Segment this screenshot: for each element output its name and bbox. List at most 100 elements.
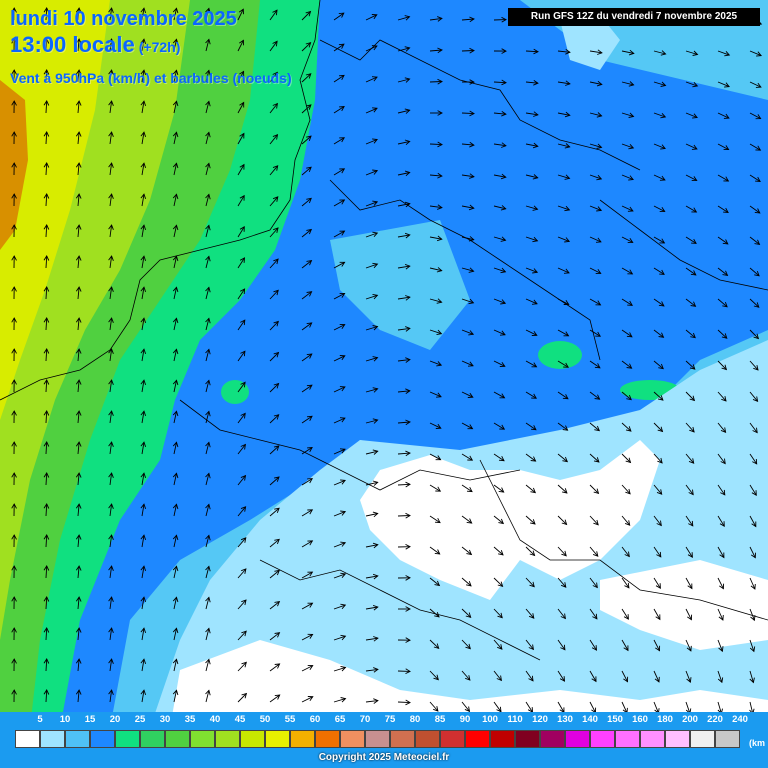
wind-barb-shaft bbox=[429, 143, 443, 146]
wind-barb-shaft bbox=[173, 628, 177, 641]
wind-barb-shaft bbox=[557, 205, 570, 211]
legend-swatch bbox=[90, 730, 115, 748]
wind-barb-head bbox=[437, 78, 443, 85]
wind-barb-shaft bbox=[749, 453, 758, 465]
wind-map[interactable]: lundi 10 novembre 2025 13:00 locale (+72h… bbox=[0, 0, 768, 728]
wind-barb-shaft bbox=[173, 132, 177, 145]
wind-barb-shaft bbox=[173, 8, 177, 21]
wind-barb-shaft bbox=[141, 566, 145, 579]
wind-barb-shaft bbox=[45, 100, 48, 114]
legend-label: 5 bbox=[37, 714, 43, 725]
wind-barb-shaft bbox=[173, 597, 177, 610]
wind-barb-head bbox=[140, 410, 147, 417]
wind-barb-head bbox=[305, 42, 312, 48]
wind-barb-head bbox=[561, 488, 568, 494]
wind-barb-head bbox=[754, 270, 760, 277]
legend-swatch bbox=[215, 730, 240, 748]
wind-barb-head bbox=[749, 677, 755, 684]
wind-barb-shaft bbox=[77, 225, 80, 238]
wind-barb-shaft bbox=[717, 484, 726, 496]
legend-label: 150 bbox=[607, 714, 623, 725]
wind-barb-head bbox=[108, 627, 114, 633]
wind-barb-head bbox=[689, 395, 696, 402]
wind-barb-shaft bbox=[557, 422, 568, 431]
wind-barb-shaft bbox=[397, 109, 410, 114]
map-subtitle: Vent à 950hPa (km/h) et barbules (noeuds… bbox=[10, 70, 292, 86]
wind-barb-head bbox=[11, 162, 17, 168]
wind-barb-shaft bbox=[141, 349, 145, 362]
wind-barb-shaft bbox=[749, 577, 756, 590]
wind-barb-shaft bbox=[685, 267, 697, 276]
legend-swatch bbox=[390, 730, 415, 748]
wind-barb-head bbox=[628, 81, 635, 87]
wind-barb-head bbox=[627, 269, 634, 275]
wind-barb-head bbox=[11, 596, 17, 602]
wind-barb-head bbox=[305, 10, 312, 17]
wind-barb-head bbox=[11, 565, 17, 571]
wind-barb-shaft bbox=[525, 205, 538, 210]
wind-barb-shaft bbox=[717, 236, 729, 245]
wind-barb-shaft bbox=[653, 391, 664, 401]
wind-barb-shaft bbox=[717, 174, 729, 182]
wind-barb-shaft bbox=[173, 442, 177, 455]
legend-swatch bbox=[640, 730, 665, 748]
wind-barb-shaft bbox=[301, 509, 313, 517]
wind-barb-shaft bbox=[141, 504, 145, 517]
wind-barb-shaft bbox=[461, 298, 474, 304]
wind-barb-head bbox=[751, 490, 757, 497]
wind-barb-shaft bbox=[237, 71, 244, 83]
wind-barb-head bbox=[691, 207, 698, 213]
wind-barb-shaft bbox=[717, 143, 729, 150]
wind-barb-head bbox=[625, 457, 632, 464]
wind-barb-head bbox=[592, 582, 598, 589]
wind-barb-head bbox=[11, 410, 17, 416]
wind-barb-shaft bbox=[429, 391, 442, 398]
copyright-text: Copyright 2025 Meteociel.fr bbox=[318, 752, 450, 763]
wind-barb-head bbox=[108, 38, 114, 44]
wind-barb-head bbox=[436, 267, 443, 273]
legend-label: 40 bbox=[209, 714, 221, 725]
wind-barb-head bbox=[499, 330, 506, 336]
wind-barb-head bbox=[626, 332, 633, 338]
wind-barb-shaft bbox=[749, 81, 762, 88]
legend-swatch bbox=[690, 730, 715, 748]
wind-barb-head bbox=[468, 330, 475, 336]
wind-barb-shaft bbox=[621, 50, 634, 54]
wind-barb-head bbox=[688, 489, 694, 496]
wind-barb-head bbox=[593, 519, 599, 526]
wind-barb-shaft bbox=[333, 261, 345, 269]
wind-barb-head bbox=[307, 478, 314, 484]
wind-barb-shaft bbox=[749, 484, 757, 496]
wind-barb-shaft bbox=[205, 535, 210, 548]
wind-barb-head bbox=[339, 261, 346, 267]
wind-barb-shaft bbox=[205, 318, 210, 331]
wind-barb-shaft bbox=[77, 411, 80, 424]
wind-barb-shaft bbox=[653, 670, 660, 683]
wind-barb-head bbox=[436, 329, 443, 336]
wind-barb-shaft bbox=[301, 322, 312, 331]
wind-barb-shaft bbox=[717, 205, 729, 213]
wind-barb-shaft bbox=[717, 701, 722, 714]
wind-barb-head bbox=[140, 503, 147, 510]
wind-barb-head bbox=[596, 143, 603, 149]
wind-barb-shaft bbox=[749, 422, 758, 433]
wind-barb-shaft bbox=[717, 267, 728, 276]
wind-barb-head bbox=[205, 193, 211, 200]
wind-barb-shaft bbox=[45, 162, 48, 176]
wind-barb-shaft bbox=[141, 380, 145, 393]
wind-barb-shaft bbox=[109, 535, 113, 548]
wind-barb-shaft bbox=[205, 287, 210, 300]
wind-barb-head bbox=[435, 486, 442, 492]
wind-field-svg bbox=[0, 0, 768, 728]
wind-barb-head bbox=[593, 457, 600, 463]
wind-barb-shaft bbox=[493, 546, 504, 556]
wind-barb-shaft bbox=[269, 414, 280, 424]
wind-barb-head bbox=[205, 162, 211, 169]
wind-barb-head bbox=[719, 521, 725, 528]
wind-barb-head bbox=[43, 348, 50, 354]
wind-barb-shaft bbox=[333, 137, 345, 145]
wind-barb-shaft bbox=[301, 634, 313, 641]
wind-barb-head bbox=[658, 363, 664, 370]
map-date: lundi 10 novembre 2025 bbox=[10, 8, 237, 30]
wind-barb-head bbox=[623, 645, 629, 652]
